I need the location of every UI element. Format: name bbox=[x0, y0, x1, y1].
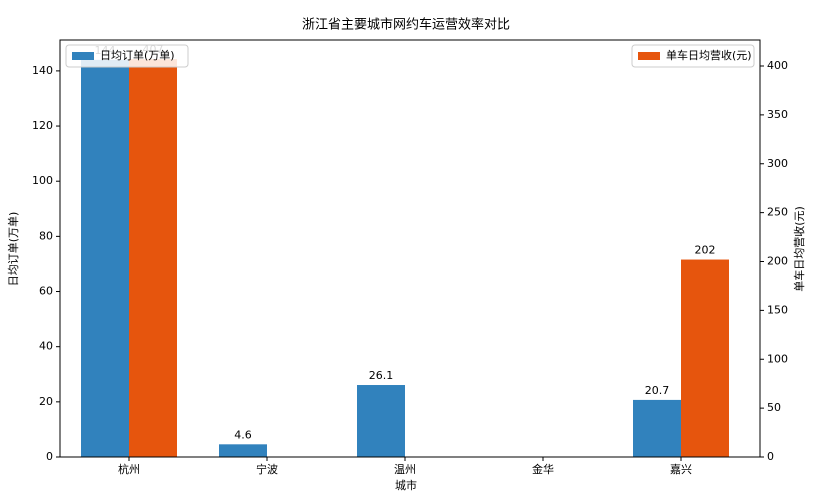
value-label: 4.6 bbox=[234, 428, 252, 441]
x-tick-label: 嘉兴 bbox=[670, 462, 692, 476]
y-tick-label: 140 bbox=[32, 64, 53, 77]
y-tick-label: 20 bbox=[39, 395, 53, 408]
y2-tick-label: 100 bbox=[767, 352, 788, 365]
y-axis-label: 日均订单(万单) bbox=[7, 212, 20, 287]
y2-tick-label: 0 bbox=[767, 450, 774, 463]
legend-label: 日均订单(万单) bbox=[100, 49, 175, 62]
x-tick-label: 杭州 bbox=[118, 462, 140, 476]
x-tick-label: 温州 bbox=[394, 463, 416, 476]
bar bbox=[81, 59, 129, 457]
legend-swatch bbox=[72, 52, 94, 60]
x-axis-label: 城市 bbox=[395, 478, 417, 492]
y2-tick-label: 350 bbox=[767, 108, 788, 121]
y2-axis-label: 单车日均营收(元) bbox=[792, 206, 806, 292]
y2-tick-label: 250 bbox=[767, 206, 788, 219]
bar bbox=[219, 444, 267, 457]
y2-tick-label: 200 bbox=[767, 255, 788, 268]
y2-tick-label: 300 bbox=[767, 157, 788, 170]
legend-label: 单车日均营收(元) bbox=[666, 48, 752, 62]
bar bbox=[129, 59, 177, 457]
y2-tick-label: 400 bbox=[767, 59, 788, 72]
value-label: 202 bbox=[695, 244, 716, 257]
value-label: 26.1 bbox=[369, 369, 394, 382]
bar bbox=[633, 399, 681, 457]
x-tick-label: 金华 bbox=[532, 462, 554, 476]
y-tick-label: 40 bbox=[39, 340, 53, 353]
chart-title: 浙江省主要城市网约车运营效率对比 bbox=[302, 17, 510, 33]
legend-box bbox=[631, 44, 755, 68]
value-label: 20.7 bbox=[645, 384, 670, 397]
legend-swatch bbox=[638, 52, 660, 60]
legend-box bbox=[65, 44, 189, 68]
bar bbox=[357, 385, 405, 457]
bar bbox=[681, 259, 729, 457]
y-tick-label: 0 bbox=[46, 450, 53, 463]
y-tick-label: 60 bbox=[39, 285, 53, 298]
y2-tick-label: 150 bbox=[767, 303, 788, 316]
x-tick-label: 宁波 bbox=[256, 462, 278, 476]
y-tick-label: 100 bbox=[32, 174, 53, 187]
y-tick-label: 120 bbox=[32, 119, 53, 132]
plot-frame bbox=[59, 39, 761, 458]
y2-tick-label: 50 bbox=[767, 401, 781, 414]
y-tick-label: 80 bbox=[39, 229, 53, 242]
